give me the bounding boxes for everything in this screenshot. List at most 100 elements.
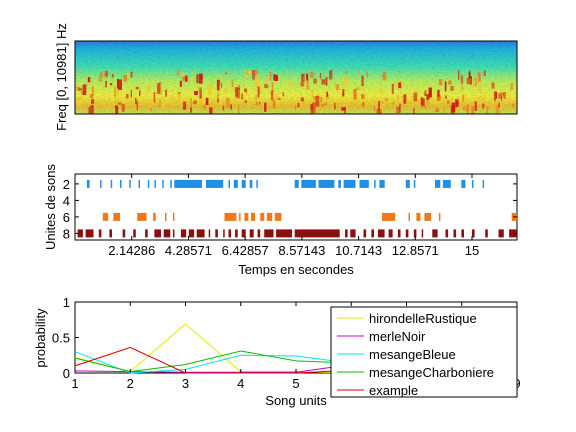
spectrogram-ylabel: Freq [0, 10981] Hz	[54, 23, 69, 131]
unit-8-segment	[109, 229, 112, 238]
unit-6-segment	[153, 212, 156, 221]
unit-2-segment	[256, 179, 258, 188]
legend-label: example	[369, 383, 418, 398]
unit-6-segment	[266, 212, 273, 221]
unit-8-segment	[294, 229, 340, 238]
unit-8-segment	[453, 229, 457, 238]
unit-2-segment	[379, 179, 385, 188]
unit-2-segment	[461, 179, 466, 188]
unit-8-segment	[180, 229, 187, 238]
xtick-label: 5	[292, 376, 299, 391]
unit-8-segment	[235, 229, 238, 238]
unit-8-segment	[228, 229, 232, 238]
unit-2-segment	[359, 179, 369, 188]
spectrogram-frame	[74, 40, 518, 115]
xtick-label: 2	[127, 376, 134, 391]
unit-2-segment	[405, 179, 410, 188]
unit-8-segment	[421, 229, 424, 238]
unit-8-segment	[264, 229, 274, 238]
ytick-label: 0.5	[52, 331, 70, 346]
unit-6-segment	[239, 212, 241, 221]
unit-6-segment	[113, 212, 120, 221]
legend-label: mesangeBleue	[369, 347, 456, 362]
unit-2-segment	[233, 179, 238, 188]
unit-2-segment	[482, 179, 485, 188]
xtick-label: 6.42857	[222, 243, 269, 258]
unit-8-segment	[249, 229, 254, 238]
xtick-label: 2.14286	[108, 243, 155, 258]
unit-8-segment	[498, 229, 504, 238]
unit-8-segment	[215, 229, 218, 238]
unit-6-segment	[424, 212, 431, 221]
unit-6-segment	[260, 212, 265, 221]
unit-2-segment	[86, 179, 90, 188]
unit-8-segment	[461, 229, 464, 238]
unit-2-segment	[318, 179, 335, 188]
unit-2-segment	[154, 179, 156, 188]
unit-2-segment	[241, 179, 246, 188]
unit-segments	[77, 179, 517, 238]
ytick-label: 1	[63, 295, 70, 310]
unit-2-segment	[294, 179, 299, 188]
ytick-label: 4	[63, 193, 70, 208]
legend-label: hirondelleRustique	[369, 311, 477, 326]
unit-2-segment	[343, 179, 356, 188]
ytick-label: 0	[63, 366, 70, 381]
unit-8-segment	[388, 229, 393, 238]
unit-8-segment	[208, 229, 211, 238]
unit-6-segment	[224, 212, 237, 221]
xtick-label: 8.57143	[278, 243, 325, 258]
unit-8-segment	[257, 229, 261, 238]
xtick-label: 4.28571	[165, 243, 212, 258]
unit-8-segment	[345, 229, 348, 238]
units-ylabel: Unites de sons	[43, 164, 58, 250]
unit-8-segment	[196, 229, 205, 238]
unit-6-segment	[102, 212, 109, 221]
unit-8-segment	[133, 229, 136, 238]
unit-8-segment	[405, 229, 409, 238]
unit-8-segment	[472, 229, 475, 238]
unit-8-segment	[363, 229, 367, 238]
unit-2-segment	[170, 179, 172, 188]
unit-8-segment	[98, 229, 102, 238]
unit-2-segment	[338, 179, 341, 188]
unit-8-segment	[122, 229, 126, 238]
unit-2-segment	[138, 179, 140, 188]
unit-8-segment	[77, 229, 83, 238]
unit-2-segment	[374, 179, 376, 188]
unit-8-segment	[223, 229, 225, 238]
unit-6-segment	[251, 212, 255, 221]
unit-2-segment	[472, 179, 474, 188]
unit-8-segment	[154, 229, 161, 238]
probability-panel: 00.51 123456789 Song units probability h…	[33, 295, 521, 408]
unit-8-segment	[85, 229, 94, 238]
unit-8-segment	[172, 229, 175, 238]
unit-6-segment	[137, 212, 147, 221]
unit-2-segment	[301, 179, 316, 188]
unit-2-segment	[249, 179, 253, 188]
probability-xlabel: Song units	[265, 393, 327, 408]
xtick-label: 15	[465, 243, 479, 258]
unit-2-segment	[413, 179, 416, 188]
unit-8-segment	[145, 229, 148, 238]
unit-2-segment	[162, 179, 164, 188]
unit-8-segment	[432, 229, 438, 238]
legend-label: mesangeCharboniere	[369, 365, 494, 380]
unit-8-segment	[241, 229, 246, 238]
units-xticks: 2.14286 4.28571 6.42857 8.57143 10.7143 12.85…	[108, 174, 479, 258]
unit-6-segment	[172, 212, 175, 221]
unit-2-segment	[110, 179, 113, 188]
unit-2-segment	[100, 179, 102, 188]
ytick-label: 2	[63, 177, 70, 192]
unit-2-segment	[174, 179, 203, 188]
legend: hirondelleRustique merleNoir mesangeBleue m…	[330, 306, 518, 398]
unit-8-segment	[397, 229, 401, 238]
unit-6-segment	[416, 212, 421, 221]
probability-yticks: 00.51	[52, 295, 517, 381]
xtick-label: 12.8571	[392, 243, 439, 258]
unit-8-segment	[445, 229, 449, 238]
xtick-label: 4	[237, 376, 244, 391]
ytick-label: 6	[63, 210, 70, 225]
unit-2-segment	[147, 179, 150, 188]
